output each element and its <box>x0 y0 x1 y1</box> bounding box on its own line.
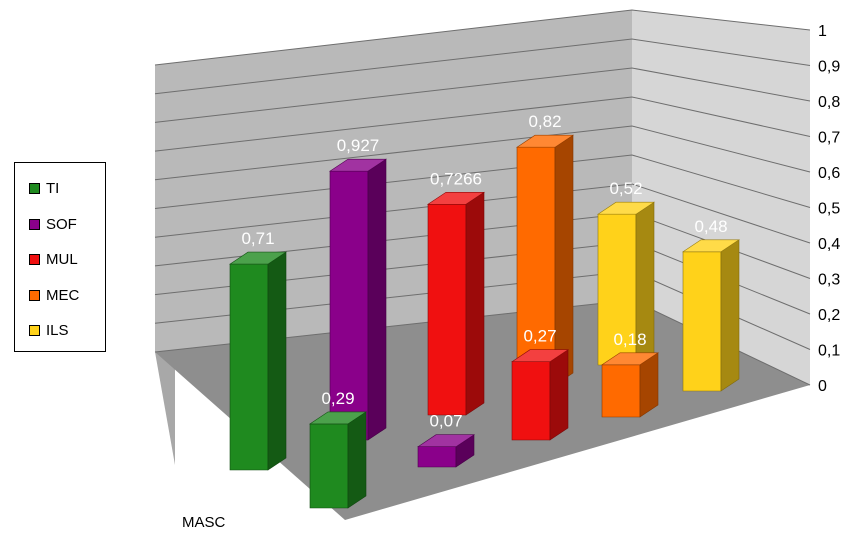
bar-mul-2 <box>511 349 569 441</box>
data-label-sof-1: 0,927 <box>337 136 380 155</box>
bar-ils-2 <box>682 239 740 392</box>
bar-ti-2 <box>309 411 367 509</box>
y-tick-label: 0,6 <box>818 165 840 182</box>
bar-mec-1 <box>516 134 574 386</box>
legend-swatch-ti <box>29 183 40 195</box>
y-tick-label: 0,2 <box>818 307 840 324</box>
category-label-masc: MASC <box>182 514 226 531</box>
data-label-ti-2: 0,29 <box>321 389 354 408</box>
legend-label-mec: MEC <box>46 286 80 304</box>
bar-sof-1 <box>329 158 387 441</box>
legend-item-ils: ILS <box>29 313 105 349</box>
gridline <box>154 183 811 244</box>
gridline <box>154 38 811 95</box>
gridline <box>154 9 811 66</box>
data-label-ti-1: 0,71 <box>241 229 274 248</box>
y-tick-label: 0,9 <box>818 59 840 76</box>
legend-label-sof: SOF <box>46 215 77 233</box>
data-label-mec-2: 0,18 <box>613 330 646 349</box>
y-tick-label: 0,5 <box>818 201 840 218</box>
right-wall <box>632 10 810 385</box>
bar-mul-1 <box>427 191 485 416</box>
legend-label-ils: ILS <box>46 322 69 340</box>
y-tick-label: 1 <box>818 23 827 40</box>
legend-swatch-sof <box>29 218 40 230</box>
gridline <box>154 67 811 123</box>
legend-item-sof: SOF <box>29 207 105 243</box>
legend-label-ti: TI <box>46 180 60 198</box>
y-axis-ticks: 0 0,1 0,2 0,3 0,4 0,5 0,6 0,7 0,8 0,9 1 <box>818 23 840 395</box>
data-label-mec-1: 0,82 <box>528 112 561 131</box>
y-tick-label: 0,4 <box>818 236 840 253</box>
bar-ti-1 <box>229 251 287 471</box>
legend-item-mec: MEC <box>29 278 105 314</box>
y-tick-label: 0,1 <box>818 343 840 360</box>
y-tick-label: 0,8 <box>818 94 840 111</box>
data-label-mul-2: 0,27 <box>523 327 556 346</box>
data-labels: 0,71 0,927 0,7266 0,82 0,52 0,29 0,07 0,27 0,18 0… <box>241 112 727 431</box>
gridline <box>154 154 811 209</box>
y-tick-label: 0,3 <box>818 272 840 289</box>
data-label-mul-1: 0,7266 <box>430 169 482 188</box>
chart-bars <box>229 134 740 509</box>
bar-mec-2 <box>601 352 659 418</box>
legend-swatch-mec <box>29 289 40 301</box>
y-tick-label: 0 <box>818 378 827 395</box>
bar-sof-2 <box>417 434 475 468</box>
legend-label-mul: MUL <box>46 251 78 269</box>
legend-swatch-ils <box>29 325 40 337</box>
data-label-ils-2: 0,48 <box>694 217 727 236</box>
bar-ils-1 <box>597 201 655 366</box>
data-label-sof-2: 0,07 <box>429 412 462 431</box>
legend-item-ti: TI <box>29 171 105 207</box>
y-tick-label: 0,7 <box>818 130 840 147</box>
legend-swatch-mul <box>29 254 40 266</box>
data-label-ils-1: 0,52 <box>609 179 642 198</box>
gridline <box>154 125 811 181</box>
legend-item-mul: MUL <box>29 242 105 278</box>
gridline <box>154 96 811 152</box>
chart-legend: TI SOF MUL MEC ILS <box>14 162 106 352</box>
